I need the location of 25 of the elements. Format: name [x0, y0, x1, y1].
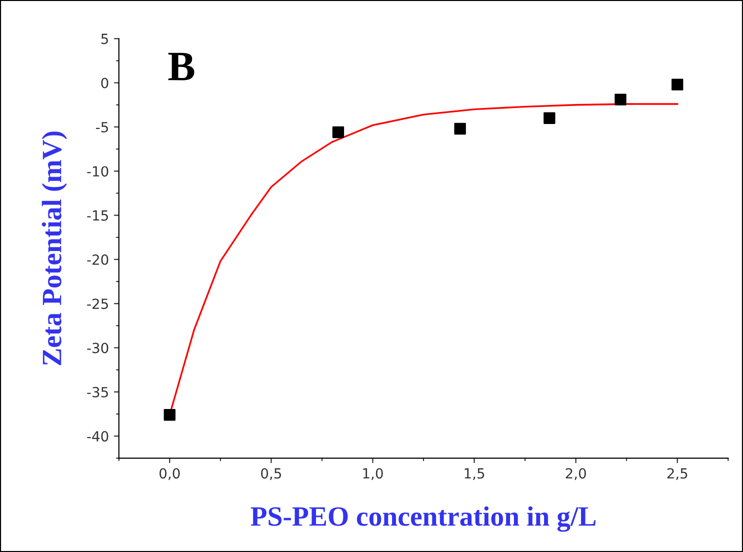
y-tick-label: -15 [87, 210, 108, 221]
x-tick-label: 1,5 [464, 468, 484, 480]
x-tick-label: 2,5 [667, 468, 688, 480]
point [614, 94, 626, 106]
y-tick-label: -25 [87, 298, 108, 310]
y-tick-label: -40 [87, 431, 108, 442]
y-tick-label: -35 [87, 386, 108, 398]
point [164, 409, 176, 421]
y-tick-label: -10 [87, 166, 108, 177]
point [672, 78, 684, 90]
y-tick-label: -20 [87, 254, 108, 265]
point [332, 126, 344, 138]
chart-title: B [168, 52, 194, 80]
x-tick-label: 0,0 [160, 468, 180, 480]
x-axis-title: PS-PEO concentration in g/L [250, 506, 596, 532]
y-tick-label: -5 [96, 122, 108, 132]
y-tick-label: -30 [87, 342, 108, 354]
point [454, 122, 466, 135]
x-tick-label: 0,5 [261, 468, 282, 480]
point [544, 112, 556, 124]
y-tick-label: 0 [101, 78, 108, 88]
x-tick-label: 2,0 [566, 468, 586, 480]
y-axis-title: Zeta Potential (mV) [42, 132, 68, 366]
x-tick-label: 1,0 [363, 468, 383, 480]
y-tick-label: 5 [101, 34, 108, 44]
